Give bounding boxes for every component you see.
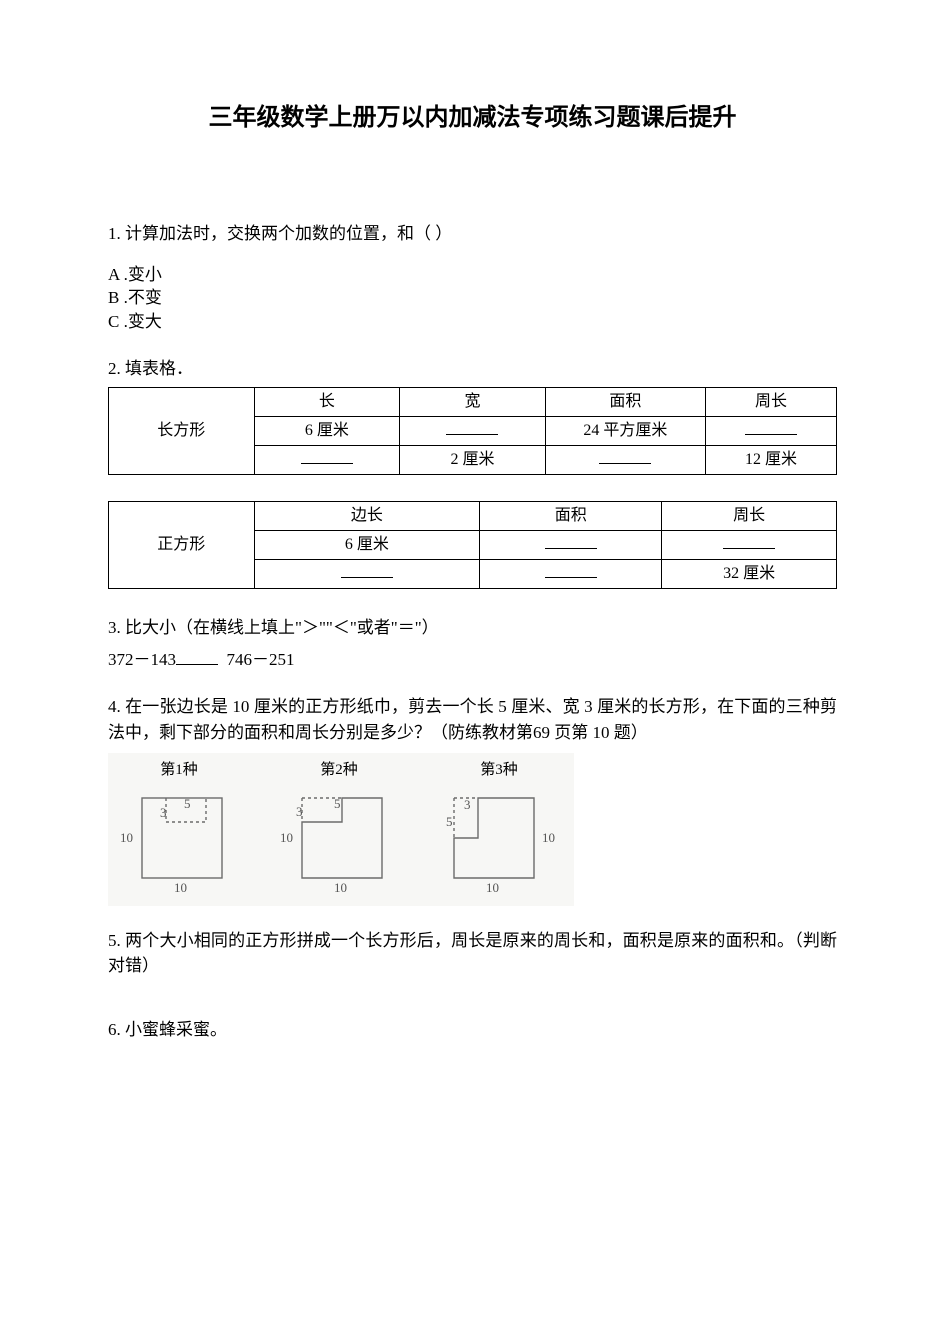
- diagram-2-svg: 3 5 10 10: [274, 786, 404, 896]
- q4-diagrams: 第1种 3 5 10 10 第2种: [108, 753, 574, 906]
- cell-header-width: 宽: [400, 388, 546, 417]
- cell-blank: [254, 560, 480, 589]
- cell-blank: [400, 417, 546, 446]
- q3-stem: 3. 比大小（在横线上填上"＞""＜"或者"＝"）: [108, 615, 837, 641]
- diagram-2-label: 第2种: [320, 759, 358, 782]
- svg-text:3: 3: [160, 805, 167, 820]
- diagram-3: 第3种 3 5 10 10: [434, 759, 564, 896]
- question-4: 4. 在一张边长是 10 厘米的正方形纸巾，剪去一个长 5 厘米、宽 3 厘米的…: [108, 694, 837, 906]
- q3-left: 372－143: [108, 650, 176, 669]
- cell-header-area: 面积: [480, 502, 662, 531]
- cell-shape: 正方形: [109, 502, 255, 589]
- cell-r1-side: 6 厘米: [254, 531, 480, 560]
- svg-text:5: 5: [184, 796, 191, 811]
- q4-stem: 4. 在一张边长是 10 厘米的正方形纸巾，剪去一个长 5 厘米、宽 3 厘米的…: [108, 694, 837, 745]
- cell-r2-width: 2 厘米: [400, 446, 546, 475]
- svg-text:5: 5: [334, 796, 341, 811]
- cell-header-area: 面积: [545, 388, 705, 417]
- cell-r1-area: 24 平方厘米: [545, 417, 705, 446]
- q1-option-a: A .变小: [108, 263, 837, 287]
- q1-options: A .变小 B .不变 C .变大: [108, 263, 837, 334]
- q3-expression: 372－143 746－251: [108, 647, 837, 673]
- q1-option-b: B .不变: [108, 286, 837, 310]
- table-row: 正方形 边长 面积 周长: [109, 502, 837, 531]
- svg-text:10: 10: [334, 880, 347, 895]
- table-row: 长方形 长 宽 面积 周长: [109, 388, 837, 417]
- svg-text:3: 3: [296, 804, 303, 819]
- diagram-3-svg: 3 5 10 10: [434, 786, 564, 896]
- q3-blank: [176, 648, 218, 665]
- diagram-1-label: 第1种: [160, 759, 198, 782]
- q2-stem: 2. 填表格．: [108, 356, 837, 382]
- diagram-3-label: 第3种: [480, 759, 518, 782]
- question-3: 3. 比大小（在横线上填上"＞""＜"或者"＝"） 372－143 746－25…: [108, 615, 837, 672]
- q1-option-c: C .变大: [108, 310, 837, 334]
- q2-table-rectangle: 长方形 长 宽 面积 周长 6 厘米 24 平方厘米 2 厘米 12 厘米: [108, 387, 837, 475]
- cell-r2-perimeter: 12 厘米: [705, 446, 836, 475]
- q6-stem: 6. 小蜜蜂采蜜。: [108, 1017, 837, 1043]
- cell-r1-length: 6 厘米: [254, 417, 400, 446]
- cell-r2-perimeter: 32 厘米: [662, 560, 837, 589]
- cell-blank: [254, 446, 400, 475]
- cell-shape: 长方形: [109, 388, 255, 475]
- svg-text:10: 10: [486, 880, 499, 895]
- q5-stem: 5. 两个大小相同的正方形拼成一个长方形后，周长是原来的周长和，面积是原来的面积…: [108, 928, 837, 979]
- q2-table-square: 正方形 边长 面积 周长 6 厘米 32 厘米: [108, 501, 837, 589]
- cell-blank: [705, 417, 836, 446]
- question-2: 2. 填表格． 长方形 长 宽 面积 周长 6 厘米 24 平方厘米 2 厘米 …: [108, 356, 837, 590]
- svg-text:10: 10: [542, 830, 555, 845]
- svg-text:3: 3: [464, 797, 471, 812]
- svg-text:10: 10: [174, 880, 187, 895]
- q3-right: 746－251: [227, 650, 295, 669]
- cell-blank: [480, 560, 662, 589]
- svg-text:10: 10: [280, 830, 293, 845]
- diagram-1: 第1种 3 5 10 10: [114, 759, 244, 896]
- cell-blank: [480, 531, 662, 560]
- q1-stem: 1. 计算加法时，交换两个加数的位置，和（ ）: [108, 221, 837, 247]
- page-title: 三年级数学上册万以内加减法专项练习题课后提升: [108, 100, 837, 136]
- cell-blank: [545, 446, 705, 475]
- cell-header-perimeter: 周长: [705, 388, 836, 417]
- question-5: 5. 两个大小相同的正方形拼成一个长方形后，周长是原来的周长和，面积是原来的面积…: [108, 928, 837, 979]
- question-6: 6. 小蜜蜂采蜜。: [108, 1017, 837, 1043]
- cell-header-perimeter: 周长: [662, 502, 837, 531]
- diagram-1-svg: 3 5 10 10: [114, 786, 244, 896]
- cell-header-side: 边长: [254, 502, 480, 531]
- cell-blank: [662, 531, 837, 560]
- svg-text:10: 10: [120, 830, 133, 845]
- diagram-2: 第2种 3 5 10 10: [274, 759, 404, 896]
- cell-header-length: 长: [254, 388, 400, 417]
- question-1: 1. 计算加法时，交换两个加数的位置，和（ ） A .变小 B .不变 C .变…: [108, 221, 837, 334]
- svg-text:5: 5: [446, 814, 453, 829]
